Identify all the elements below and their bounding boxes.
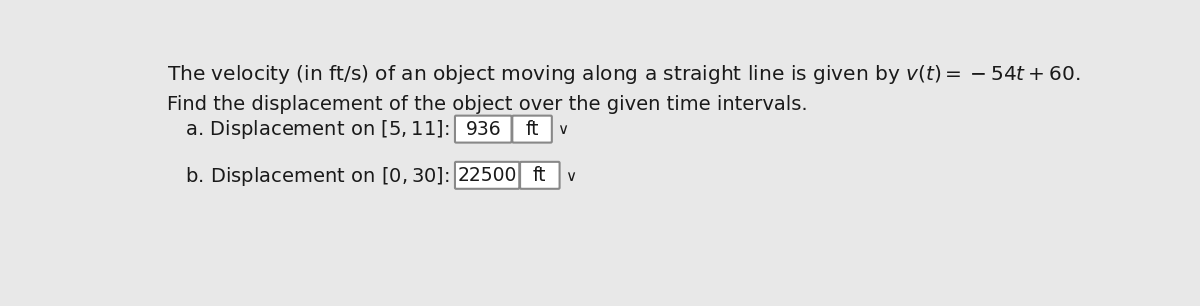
Text: Find the displacement of the object over the given time intervals.: Find the displacement of the object over… (167, 95, 808, 114)
Text: a. Displacement on $[5, 11]$:: a. Displacement on $[5, 11]$: (167, 118, 450, 141)
Text: 936: 936 (466, 120, 502, 139)
FancyBboxPatch shape (455, 116, 511, 143)
Text: ∨: ∨ (565, 169, 576, 184)
Text: ∨: ∨ (557, 122, 568, 137)
Text: ft: ft (533, 166, 546, 185)
FancyBboxPatch shape (520, 162, 559, 189)
Text: ft: ft (526, 120, 539, 139)
Text: b. Displacement on $[0, 30]$:: b. Displacement on $[0, 30]$: (167, 165, 450, 188)
FancyBboxPatch shape (512, 116, 552, 143)
FancyBboxPatch shape (455, 162, 520, 189)
Text: 22500: 22500 (457, 166, 517, 185)
Text: The velocity (in ft/s) of an object moving along a straight line is given by $v(: The velocity (in ft/s) of an object movi… (167, 63, 1080, 86)
